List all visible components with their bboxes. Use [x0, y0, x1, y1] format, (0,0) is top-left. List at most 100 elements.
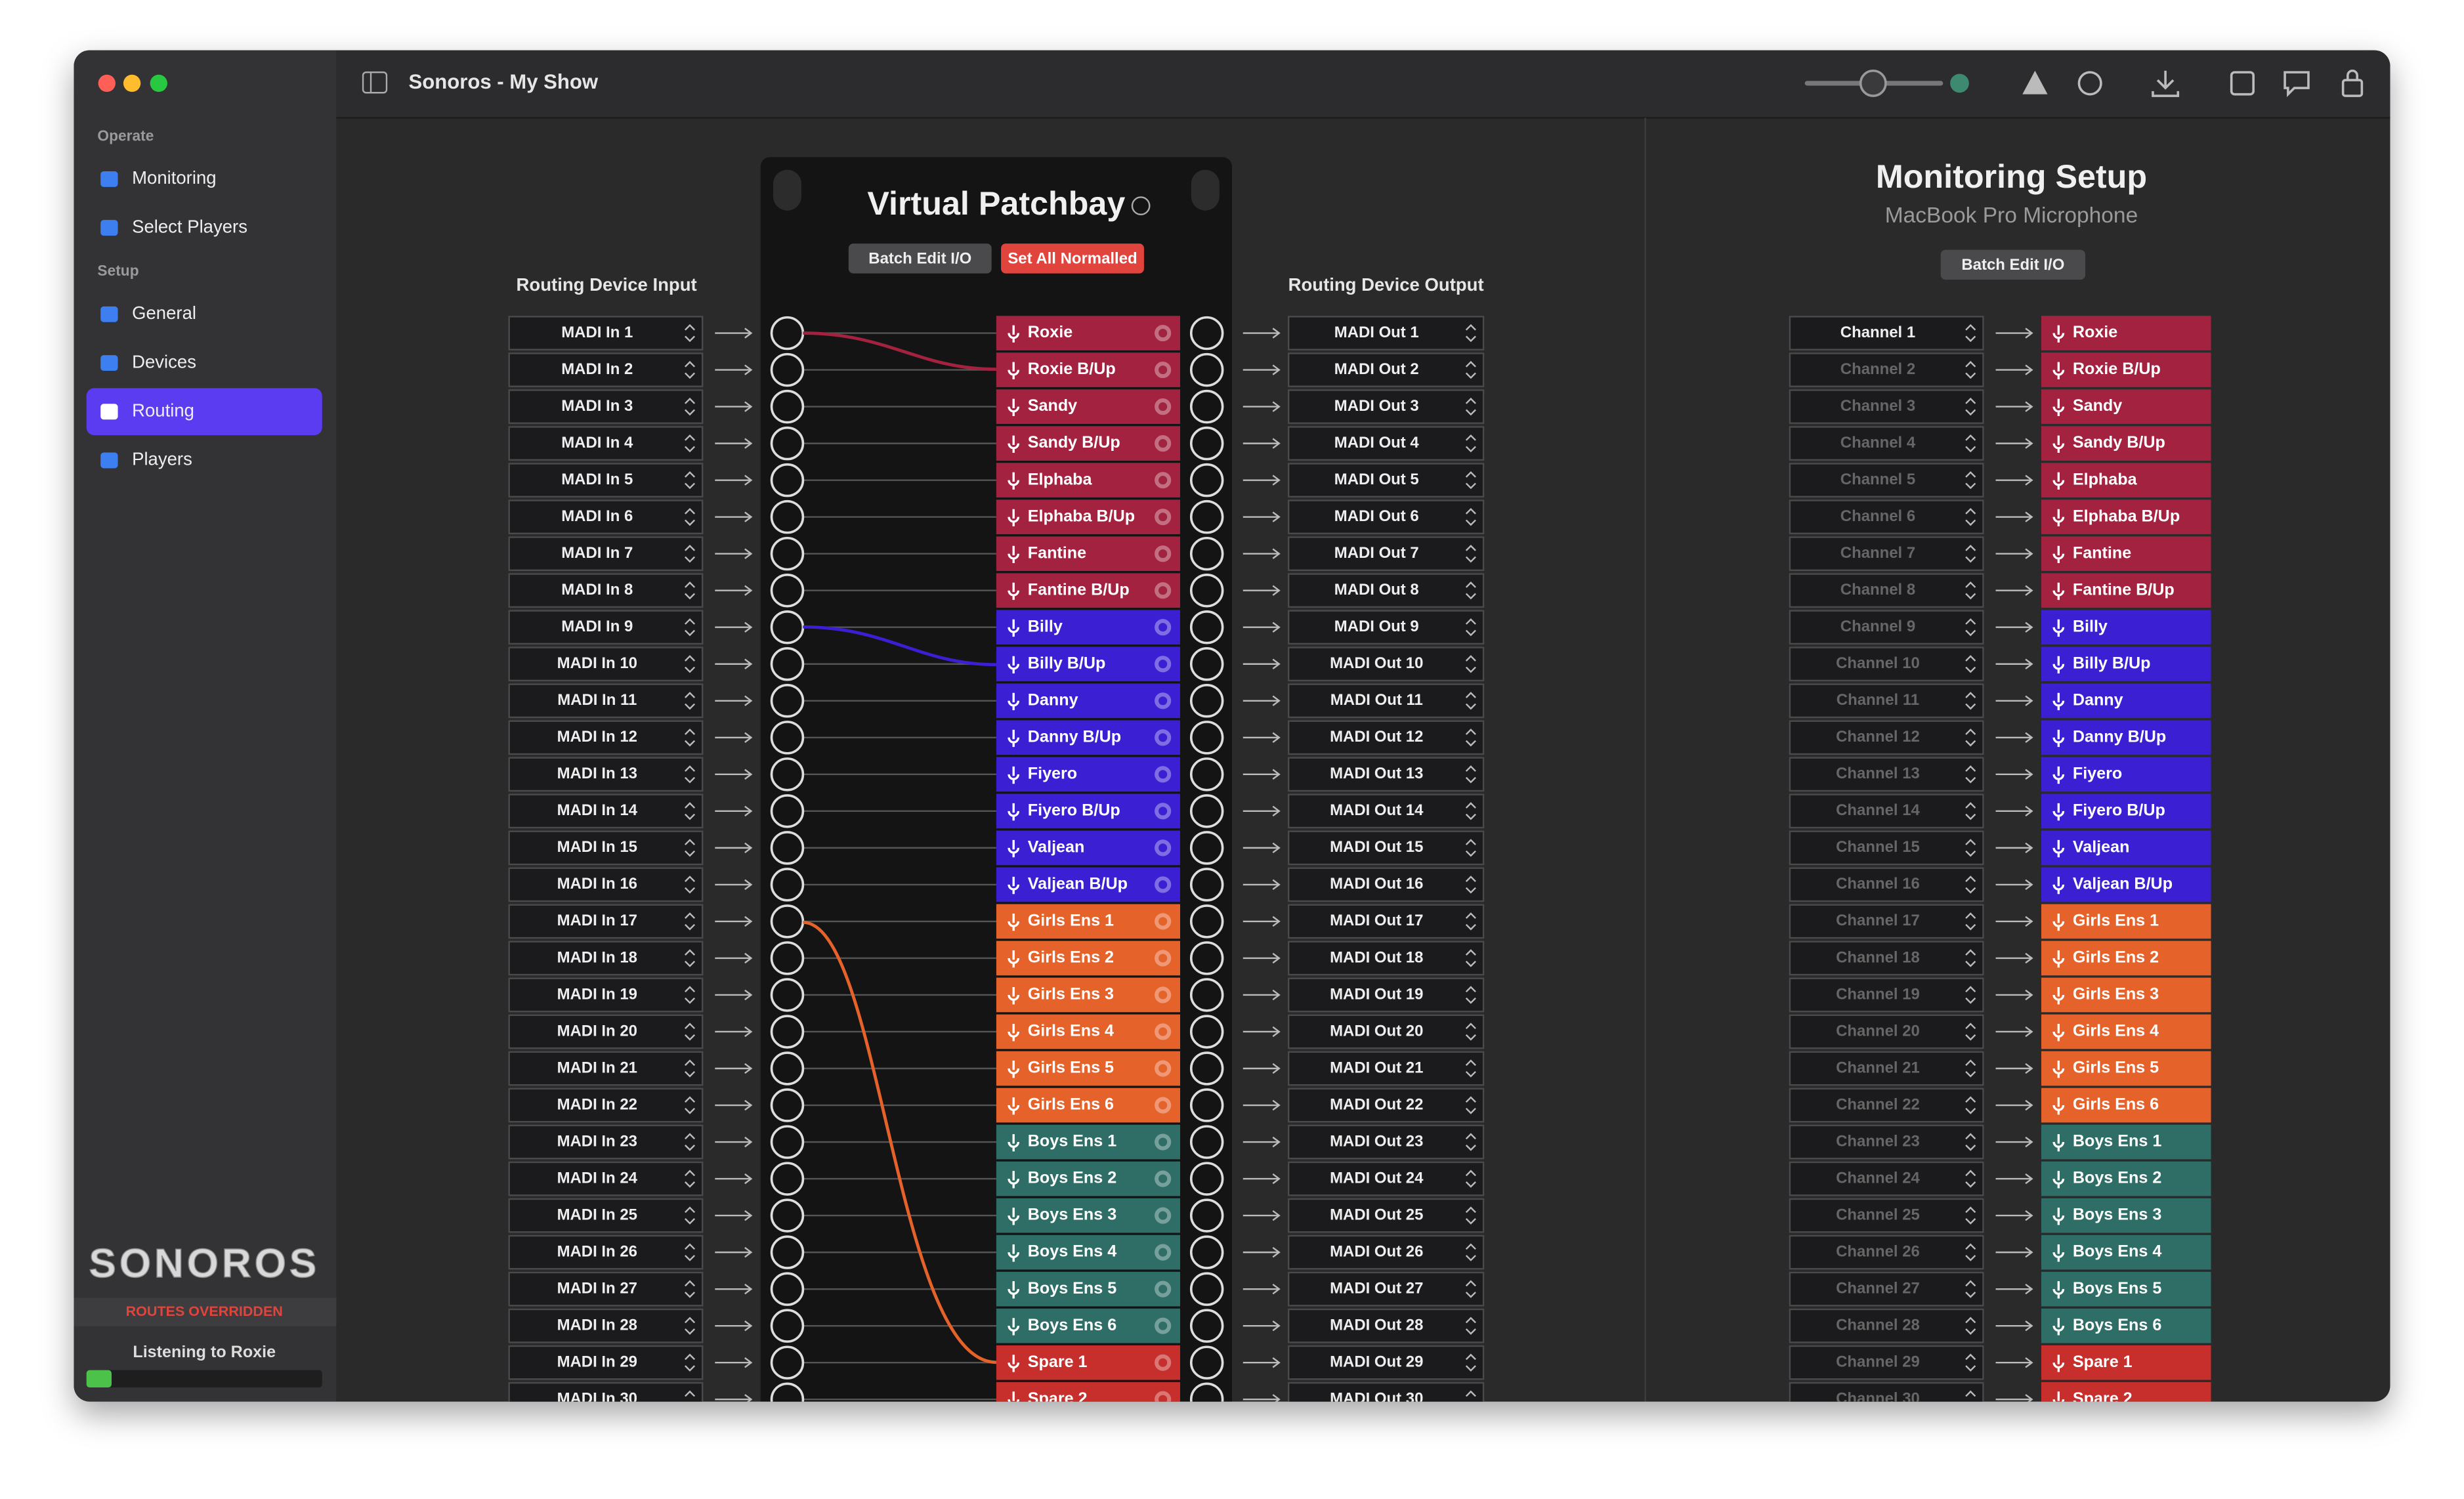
select-box[interactable]	[1789, 1014, 1984, 1049]
select-label[interactable]: MADI Out 2	[1334, 360, 1419, 378]
select-label[interactable]: MADI In 7	[561, 544, 633, 562]
patch-jack[interactable]	[770, 1162, 805, 1196]
select-label[interactable]: MADI Out 29	[1330, 1353, 1423, 1371]
sidebar-toggle[interactable]	[362, 71, 388, 94]
select-box[interactable]	[508, 1161, 704, 1196]
gear-icon[interactable]	[1155, 619, 1172, 636]
patch-jack[interactable]	[770, 389, 805, 424]
notes-icon[interactable]	[2230, 71, 2255, 96]
select-box[interactable]	[1789, 1271, 1984, 1307]
select-label[interactable]: MADI In 14	[557, 801, 638, 819]
select-label[interactable]: MADI In 25	[557, 1206, 637, 1223]
select-box[interactable]	[1287, 1124, 1485, 1160]
patch-jack[interactable]	[1189, 941, 1224, 975]
gear-icon[interactable]	[1155, 1023, 1172, 1040]
select-box[interactable]	[1287, 536, 1485, 572]
patch-jack[interactable]	[770, 1125, 805, 1159]
gear-icon[interactable]	[1155, 986, 1172, 1003]
select-box[interactable]	[508, 316, 704, 350]
chat-icon[interactable]	[2283, 71, 2310, 97]
select-label[interactable]: MADI Out 14	[1330, 801, 1424, 819]
patch-jack[interactable]	[770, 831, 805, 865]
patch-jack[interactable]	[1189, 499, 1224, 534]
select-label[interactable]: MADI Out 16	[1330, 875, 1423, 893]
select-label[interactable]: MADI In 21	[557, 1059, 637, 1076]
select-label[interactable]: Channel 26	[1836, 1242, 1920, 1260]
sidebar-item[interactable]: Devices	[132, 351, 196, 371]
select-label[interactable]: Channel 22	[1836, 1095, 1920, 1113]
patch-jack[interactable]	[770, 426, 805, 461]
select-label[interactable]: MADI Out 12	[1330, 728, 1423, 746]
gear-icon[interactable]	[1155, 656, 1172, 673]
select-label[interactable]: MADI In 27	[557, 1279, 637, 1297]
select-box[interactable]	[508, 389, 704, 424]
select-box[interactable]	[508, 1235, 704, 1270]
select-label[interactable]: MADI Out 26	[1330, 1242, 1423, 1260]
select-box[interactable]	[1287, 830, 1485, 866]
button-label[interactable]: Set All Normalled	[1008, 249, 1137, 267]
select-label[interactable]: Channel 10	[1836, 654, 1920, 672]
patch-jack[interactable]	[1189, 1088, 1224, 1122]
patch-jack[interactable]	[1189, 573, 1224, 608]
patch-jack[interactable]	[770, 941, 805, 975]
select-box[interactable]	[1287, 1198, 1485, 1233]
select-box[interactable]	[508, 1198, 704, 1233]
select-box[interactable]	[1789, 426, 1984, 461]
select-label[interactable]: MADI In 16	[557, 875, 637, 893]
select-box[interactable]	[508, 463, 704, 497]
select-box[interactable]	[508, 1271, 704, 1307]
gear-icon[interactable]	[1155, 839, 1172, 856]
select-box[interactable]	[508, 793, 704, 829]
select-box[interactable]	[508, 646, 704, 682]
patch-jack[interactable]	[1189, 1015, 1224, 1049]
select-box[interactable]	[508, 573, 704, 608]
gear-icon[interactable]	[1155, 913, 1172, 930]
select-label[interactable]: MADI Out 11	[1330, 691, 1423, 709]
gear-icon[interactable]	[1155, 398, 1172, 415]
select-box[interactable]	[1287, 904, 1485, 939]
patch-jack[interactable]	[1189, 794, 1224, 828]
select-box[interactable]	[508, 830, 704, 866]
select-label[interactable]: MADI Out 21	[1330, 1059, 1423, 1076]
patch-jack[interactable]	[770, 573, 805, 608]
select-box[interactable]	[1287, 720, 1485, 755]
select-box[interactable]	[1789, 720, 1984, 755]
sidebar-item[interactable]: General	[132, 303, 196, 323]
select-box[interactable]	[508, 1014, 704, 1049]
select-label[interactable]: Channel 9	[1840, 618, 1915, 635]
patch-jack[interactable]	[1189, 684, 1224, 718]
select-label[interactable]: Channel 28	[1836, 1316, 1920, 1334]
patch-jack[interactable]	[1189, 536, 1224, 571]
select-label[interactable]: Channel 24	[1836, 1169, 1920, 1187]
select-label[interactable]: MADI Out 22	[1330, 1095, 1423, 1113]
patch-jack[interactable]	[770, 904, 805, 939]
select-box[interactable]	[508, 1308, 704, 1343]
select-box[interactable]	[508, 426, 704, 461]
select-label[interactable]: MADI In 17	[557, 912, 637, 929]
select-label[interactable]: Channel 18	[1836, 948, 1920, 966]
patch-jack[interactable]	[1189, 1235, 1224, 1269]
gear-icon[interactable]	[1155, 803, 1172, 820]
patch-jack[interactable]	[770, 1272, 805, 1306]
patch-jack[interactable]	[1189, 1125, 1224, 1159]
sidebar-item[interactable]: Monitoring	[132, 167, 216, 188]
select-box[interactable]	[1287, 646, 1485, 682]
gear-icon[interactable]	[1155, 545, 1172, 562]
select-box[interactable]	[1789, 1235, 1984, 1270]
select-box[interactable]	[1789, 1124, 1984, 1160]
sidebar-item[interactable]: Select Players	[132, 216, 247, 236]
gear-icon[interactable]	[1155, 1280, 1172, 1298]
select-label[interactable]: MADI In 9	[561, 618, 633, 635]
select-box[interactable]	[1287, 463, 1485, 497]
select-label[interactable]: Channel 20	[1836, 1022, 1920, 1040]
select-label[interactable]: Channel 13	[1836, 765, 1920, 782]
patch-jack[interactable]	[770, 647, 805, 681]
button[interactable]	[1940, 249, 2086, 280]
select-box[interactable]	[508, 1051, 704, 1086]
select-box[interactable]	[1789, 646, 1984, 682]
help-icon[interactable]	[1131, 196, 1151, 215]
select-label[interactable]: MADI In 8	[561, 581, 633, 599]
select-box[interactable]	[1789, 1345, 1984, 1380]
gear-icon[interactable]	[1155, 509, 1172, 526]
select-label[interactable]: MADI Out 1	[1334, 324, 1419, 341]
